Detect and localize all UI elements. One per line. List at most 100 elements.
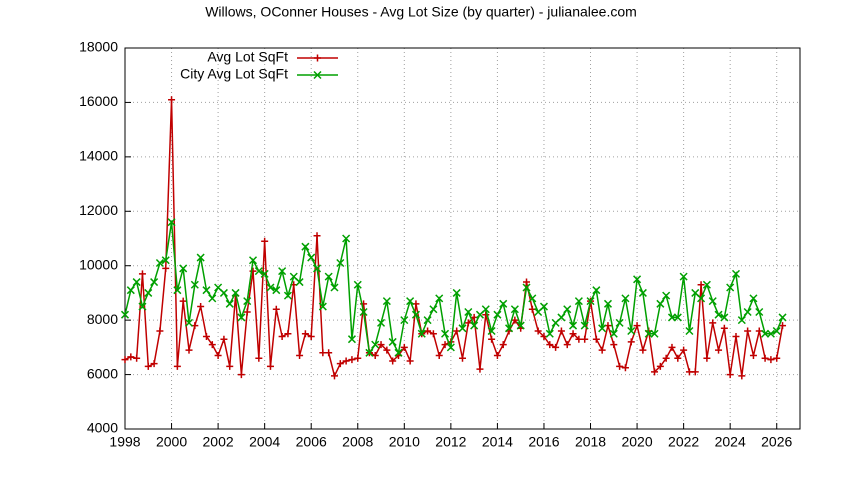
point (377, 318, 386, 327)
y-tick-label: 18000 (79, 39, 118, 55)
point (342, 357, 350, 365)
point (266, 283, 275, 292)
point (365, 348, 374, 357)
point (732, 332, 740, 340)
point (219, 288, 228, 297)
x-tick-label: 2020 (621, 434, 652, 450)
point (778, 313, 787, 322)
point (243, 308, 251, 316)
point (208, 341, 216, 349)
point (208, 294, 217, 303)
point (429, 330, 437, 338)
point (493, 352, 501, 360)
point (272, 286, 281, 295)
x-tick-label: 2016 (528, 434, 559, 450)
point (511, 316, 519, 324)
y-tick-label: 6000 (87, 365, 118, 381)
legend-marker (314, 54, 321, 62)
series-line (124, 99, 784, 379)
point (581, 335, 589, 343)
point (697, 294, 706, 303)
x-tick-label: 2018 (575, 434, 606, 450)
point (621, 364, 629, 372)
point (603, 299, 613, 308)
point (231, 288, 240, 297)
x-tick-label: 2010 (389, 434, 420, 450)
point (592, 335, 600, 343)
point (499, 299, 508, 308)
point (423, 316, 432, 325)
point (499, 341, 507, 349)
point (296, 352, 304, 360)
point (301, 242, 310, 251)
point (638, 288, 647, 297)
point (400, 316, 409, 325)
point (680, 346, 688, 354)
point (359, 307, 368, 317)
point (272, 305, 280, 313)
point (766, 329, 775, 338)
point (179, 264, 188, 273)
point (563, 305, 572, 314)
point (278, 267, 287, 276)
point (720, 324, 728, 332)
point (569, 321, 578, 330)
point (720, 313, 729, 322)
point (225, 299, 234, 308)
point (470, 321, 479, 330)
point (167, 218, 176, 227)
point (400, 343, 408, 351)
point (779, 322, 787, 330)
point (179, 297, 187, 305)
point (330, 372, 338, 380)
point (325, 349, 333, 357)
point (144, 288, 153, 297)
point (458, 324, 467, 333)
point (184, 318, 194, 327)
point (476, 365, 484, 373)
point (377, 341, 385, 349)
point (755, 307, 764, 317)
point (237, 313, 246, 322)
point (185, 346, 193, 354)
point (162, 264, 170, 272)
point (283, 291, 292, 300)
point (708, 297, 717, 306)
point (249, 267, 257, 275)
point (417, 329, 426, 338)
point (662, 354, 670, 362)
point (703, 354, 711, 362)
point (318, 302, 327, 311)
x-tick-label: 2004 (249, 434, 280, 450)
x-tick-label: 2022 (668, 434, 699, 450)
point (552, 343, 560, 351)
point (726, 371, 734, 379)
point (354, 354, 362, 362)
y-tick-label: 14000 (79, 148, 118, 164)
point (522, 283, 531, 292)
x-tick-label: 2008 (342, 434, 373, 450)
point (446, 343, 455, 352)
point (126, 286, 135, 295)
point (487, 326, 496, 336)
point (714, 310, 723, 319)
point (615, 318, 624, 327)
point (144, 362, 152, 370)
point (569, 330, 577, 338)
point (644, 329, 653, 338)
point (243, 297, 252, 306)
point (202, 286, 211, 295)
point (610, 341, 618, 349)
point (702, 280, 711, 289)
y-tick-label: 16000 (79, 93, 118, 109)
point (586, 297, 595, 306)
point (190, 280, 199, 289)
point (389, 357, 397, 365)
x-tick-label: 2024 (715, 434, 746, 450)
point (133, 354, 141, 362)
point (214, 352, 222, 360)
legend-label: City Avg Lot SqFt (180, 66, 288, 82)
point (459, 354, 466, 362)
